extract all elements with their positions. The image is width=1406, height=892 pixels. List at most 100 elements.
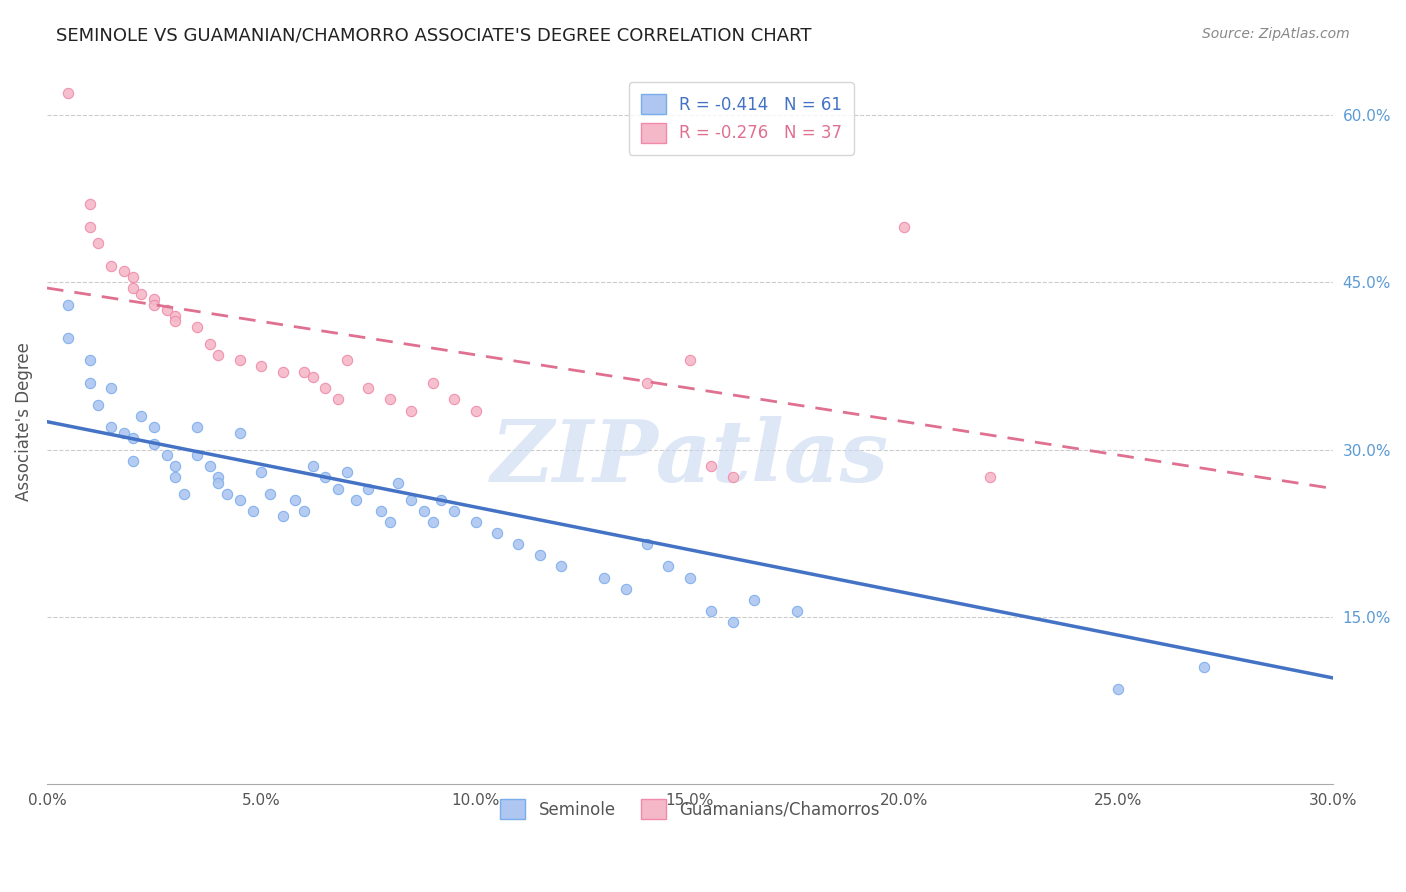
Point	[165, 470, 187, 484]
Point	[143, 420, 166, 434]
Point	[529, 549, 551, 563]
Point	[143, 292, 166, 306]
Point	[229, 353, 252, 368]
Point	[292, 504, 315, 518]
Text: Source: ZipAtlas.com: Source: ZipAtlas.com	[1202, 27, 1350, 41]
Point	[315, 381, 337, 395]
Point	[229, 425, 252, 440]
Point	[370, 504, 392, 518]
Point	[1192, 659, 1215, 673]
Point	[215, 487, 238, 501]
Point	[357, 482, 380, 496]
Point	[165, 459, 187, 474]
Point	[100, 420, 122, 434]
Point	[173, 487, 195, 501]
Point	[207, 348, 229, 362]
Point	[979, 470, 1001, 484]
Point	[700, 459, 723, 474]
Point	[893, 219, 915, 234]
Point	[387, 475, 409, 490]
Point	[198, 336, 221, 351]
Point	[399, 492, 422, 507]
Point	[79, 197, 101, 211]
Point	[336, 465, 359, 479]
Point	[242, 504, 264, 518]
Point	[443, 392, 465, 407]
Point	[165, 309, 187, 323]
Point	[112, 264, 135, 278]
Point	[657, 559, 679, 574]
Point	[344, 492, 367, 507]
Point	[430, 492, 453, 507]
Point	[328, 482, 350, 496]
Point	[129, 286, 152, 301]
Point	[292, 365, 315, 379]
Point	[121, 431, 143, 445]
Point	[271, 365, 294, 379]
Point	[336, 353, 359, 368]
Point	[207, 475, 229, 490]
Point	[186, 420, 208, 434]
Point	[79, 376, 101, 390]
Point	[143, 437, 166, 451]
Point	[679, 571, 702, 585]
Point	[250, 465, 273, 479]
Point	[422, 515, 444, 529]
Point	[156, 303, 179, 318]
Text: SEMINOLE VS GUAMANIAN/CHAMORRO ASSOCIATE'S DEGREE CORRELATION CHART: SEMINOLE VS GUAMANIAN/CHAMORRO ASSOCIATE…	[56, 27, 811, 45]
Point	[464, 515, 486, 529]
Point	[328, 392, 350, 407]
Point	[58, 298, 80, 312]
Point	[399, 403, 422, 417]
Point	[229, 492, 252, 507]
Point	[121, 269, 143, 284]
Point	[413, 504, 436, 518]
Point	[593, 571, 616, 585]
Point	[721, 470, 744, 484]
Point	[259, 487, 281, 501]
Point	[301, 459, 323, 474]
Y-axis label: Associate's Degree: Associate's Degree	[15, 343, 32, 501]
Point	[508, 537, 530, 551]
Point	[315, 470, 337, 484]
Point	[679, 353, 702, 368]
Point	[271, 509, 294, 524]
Point	[378, 515, 401, 529]
Point	[636, 376, 658, 390]
Text: ZIPatlas: ZIPatlas	[491, 417, 889, 500]
Point	[156, 448, 179, 462]
Point	[129, 409, 152, 423]
Point	[87, 398, 110, 412]
Point	[186, 320, 208, 334]
Point	[700, 604, 723, 618]
Point	[284, 492, 307, 507]
Point	[742, 593, 765, 607]
Point	[143, 298, 166, 312]
Point	[121, 453, 143, 467]
Point	[186, 448, 208, 462]
Point	[357, 381, 380, 395]
Point	[121, 281, 143, 295]
Point	[786, 604, 808, 618]
Point	[58, 86, 80, 100]
Point	[443, 504, 465, 518]
Point	[636, 537, 658, 551]
Point	[485, 526, 508, 541]
Point	[100, 259, 122, 273]
Point	[165, 314, 187, 328]
Point	[100, 381, 122, 395]
Legend: Seminole, Guamanians/Chamorros: Seminole, Guamanians/Chamorros	[494, 792, 886, 826]
Point	[87, 236, 110, 251]
Point	[250, 359, 273, 373]
Point	[79, 353, 101, 368]
Point	[207, 470, 229, 484]
Point	[198, 459, 221, 474]
Point	[58, 331, 80, 345]
Point	[721, 615, 744, 630]
Point	[550, 559, 572, 574]
Point	[79, 219, 101, 234]
Point	[614, 582, 637, 596]
Point	[112, 425, 135, 440]
Point	[301, 370, 323, 384]
Point	[378, 392, 401, 407]
